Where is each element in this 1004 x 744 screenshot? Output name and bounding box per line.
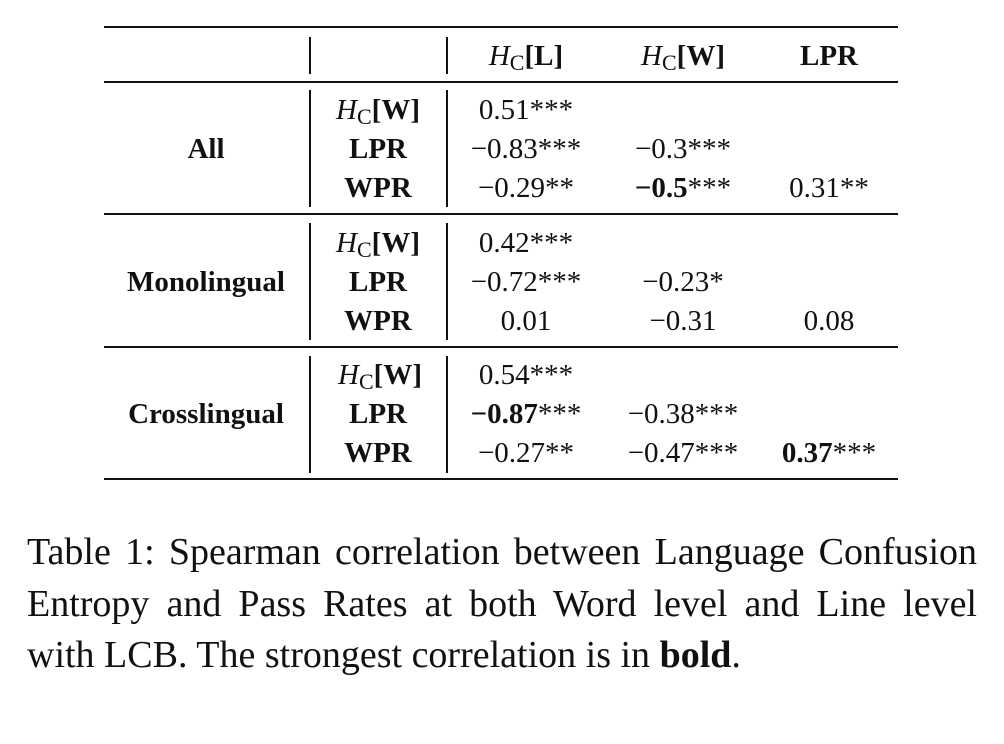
cell-all-lpr-hcl: −0.83***	[470, 133, 582, 165]
cell-mono-lpr-hcw: −0.23*	[642, 266, 724, 298]
cell-cross-wpr-lpr: 0.37***	[781, 437, 877, 469]
group-label-all: All	[187, 133, 225, 165]
cell-all-lpr-hcw: −0.3***	[634, 133, 732, 165]
cell-cross-wpr-hcl: −0.27**	[477, 437, 575, 469]
vrule-2	[446, 37, 448, 74]
row-label-lpr: LPR	[349, 398, 407, 430]
cell-cross-wpr-hcw: −0.47***	[627, 437, 739, 469]
row-label-lpr: LPR	[349, 133, 407, 165]
vrule-1	[309, 90, 311, 207]
group-rule-2	[104, 346, 898, 348]
cell-all-hcw-hcl: 0.51***	[478, 94, 574, 126]
row-label-hc-w: HC[W]	[336, 227, 420, 262]
caption-text: Spearman correlation between Language Co…	[27, 531, 977, 676]
row-label-wpr: WPR	[344, 437, 412, 469]
cell-all-wpr-hcw: −0.5***	[634, 172, 732, 204]
cell-cross-lpr-hcl: −0.87***	[470, 398, 582, 430]
cell-mono-wpr-hcw: −0.31	[649, 305, 717, 337]
vrule-1	[309, 356, 311, 473]
cell-mono-hcw-hcl: 0.42***	[478, 227, 574, 259]
vrule-1	[309, 37, 311, 74]
row-label-hc-w: HC[W]	[338, 359, 422, 394]
cell-mono-wpr-hcl: 0.01	[500, 305, 552, 337]
group-label-crosslingual: Crosslingual	[128, 398, 284, 430]
vrule-2	[446, 223, 448, 340]
caption-label: Table 1:	[27, 531, 155, 573]
header-lpr: LPR	[800, 40, 858, 72]
vrule-2	[446, 90, 448, 207]
caption-end: .	[731, 634, 741, 676]
table-caption: Table 1: Spearman correlation between La…	[27, 527, 977, 682]
header-hc-w: HC[W]	[641, 40, 725, 75]
row-label-wpr: WPR	[344, 305, 412, 337]
group-rule-1	[104, 213, 898, 215]
top-rule	[104, 26, 898, 28]
vrule-2	[446, 356, 448, 473]
bottom-rule	[104, 478, 898, 480]
cell-mono-wpr-lpr: 0.08	[803, 305, 855, 337]
row-label-wpr: WPR	[344, 172, 412, 204]
cell-mono-lpr-hcl: −0.72***	[470, 266, 582, 298]
row-label-hc-w: HC[W]	[336, 94, 420, 129]
cell-cross-hcw-hcl: 0.54***	[478, 359, 574, 391]
cell-cross-lpr-hcw: −0.38***	[627, 398, 739, 430]
row-label-lpr: LPR	[349, 266, 407, 298]
cell-all-wpr-lpr: 0.31**	[789, 172, 869, 204]
header-rule	[104, 81, 898, 83]
vrule-1	[309, 223, 311, 340]
cell-all-wpr-hcl: −0.29**	[477, 172, 575, 204]
header-hc-l: HC[L]	[488, 40, 564, 75]
caption-bold-word: bold	[659, 634, 732, 676]
group-label-monolingual: Monolingual	[127, 266, 285, 298]
